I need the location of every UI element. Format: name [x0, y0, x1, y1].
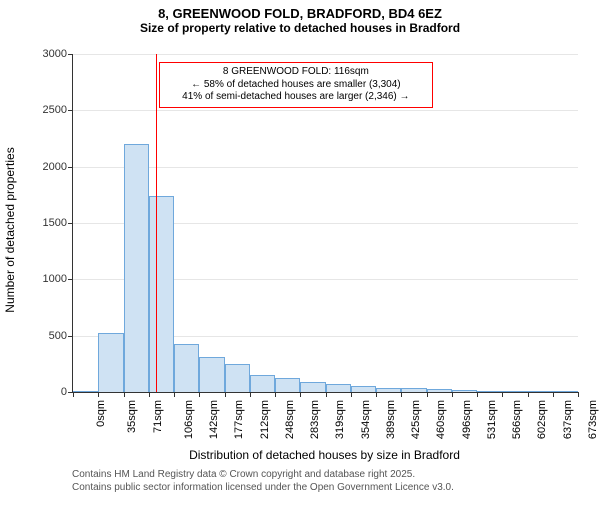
gridline — [73, 54, 578, 55]
x-tick — [225, 392, 226, 397]
annotation-box: 8 GREENWOOD FOLD: 116sqm← 58% of detache… — [159, 62, 433, 108]
chart-subtitle: Size of property relative to detached ho… — [0, 21, 600, 35]
x-tick — [553, 392, 554, 397]
x-tick — [578, 392, 579, 397]
x-tick-label: 637sqm — [562, 400, 574, 439]
annotation-line: 8 GREENWOOD FOLD: 116sqm — [166, 66, 426, 79]
x-tick-label: 602sqm — [536, 400, 548, 439]
histogram-bar — [326, 384, 351, 392]
histogram-bar — [124, 144, 149, 392]
x-tick — [351, 392, 352, 397]
x-tick-label: 354sqm — [360, 400, 372, 439]
x-tick — [174, 392, 175, 397]
y-tick-label: 1500 — [43, 217, 73, 229]
histogram-bar — [528, 391, 553, 392]
attribution-line1: Contains HM Land Registry data © Crown c… — [72, 468, 454, 481]
x-tick — [502, 392, 503, 397]
x-tick — [452, 392, 453, 397]
x-tick — [149, 392, 150, 397]
x-tick-label: 425sqm — [410, 400, 422, 439]
x-tick-label: 389sqm — [385, 400, 397, 439]
annotation-line: ← 58% of detached houses are smaller (3,… — [166, 79, 426, 92]
x-tick-label: 0sqm — [95, 400, 107, 427]
x-tick-label: 673sqm — [587, 400, 599, 439]
attribution-text: Contains HM Land Registry data © Crown c… — [72, 468, 454, 494]
y-tick-label: 2000 — [43, 161, 73, 173]
histogram-bar — [225, 364, 250, 392]
histogram-bar — [250, 375, 275, 392]
gridline — [73, 167, 578, 168]
gridline — [73, 110, 578, 111]
y-tick-label: 2500 — [43, 104, 73, 116]
annotation-line: 41% of semi-detached houses are larger (… — [166, 91, 426, 104]
y-tick-label: 1000 — [43, 273, 73, 285]
x-tick — [275, 392, 276, 397]
x-tick — [199, 392, 200, 397]
histogram-bar — [300, 382, 325, 392]
histogram-bar — [427, 389, 452, 392]
x-tick-label: 35sqm — [126, 400, 138, 433]
histogram-bar — [477, 391, 502, 392]
x-tick-label: 283sqm — [309, 400, 321, 439]
histogram-bar — [502, 391, 527, 392]
histogram-bar — [199, 357, 224, 392]
x-tick-label: 248sqm — [284, 400, 296, 439]
y-tick-label: 0 — [61, 386, 73, 398]
x-tick — [124, 392, 125, 397]
x-tick-label: 566sqm — [511, 400, 523, 439]
x-tick — [376, 392, 377, 397]
histogram-bar — [351, 386, 376, 392]
histogram-bar — [98, 333, 123, 392]
x-tick-label: 106sqm — [183, 400, 195, 439]
x-tick — [250, 392, 251, 397]
x-tick-label: 212sqm — [259, 400, 271, 439]
x-tick — [98, 392, 99, 397]
histogram-bar — [452, 390, 477, 392]
x-tick — [326, 392, 327, 397]
x-tick-label: 142sqm — [208, 400, 220, 439]
y-axis-label: Number of detached properties — [3, 130, 17, 330]
x-tick-label: 177sqm — [233, 400, 245, 439]
x-tick-label: 531sqm — [486, 400, 498, 439]
x-tick — [401, 392, 402, 397]
attribution-line2: Contains public sector information licen… — [72, 481, 454, 494]
x-tick — [427, 392, 428, 397]
property-marker-line — [156, 54, 157, 392]
x-tick-label: 319sqm — [334, 400, 346, 439]
x-tick-label: 460sqm — [435, 400, 447, 439]
x-tick — [528, 392, 529, 397]
histogram-bar — [149, 196, 174, 392]
histogram-bar — [401, 388, 426, 392]
x-tick-label: 496sqm — [461, 400, 473, 439]
y-tick-label: 3000 — [43, 48, 73, 60]
x-tick — [300, 392, 301, 397]
chart-title: 8, GREENWOOD FOLD, BRADFORD, BD4 6EZ — [0, 6, 600, 21]
x-tick — [73, 392, 74, 397]
x-axis-label: Distribution of detached houses by size … — [72, 448, 577, 462]
x-tick-label: 71sqm — [152, 400, 164, 433]
histogram-bar — [275, 378, 300, 392]
y-tick-label: 500 — [49, 330, 73, 342]
x-tick — [477, 392, 478, 397]
histogram-bar — [174, 344, 199, 392]
histogram-bar — [73, 391, 98, 392]
histogram-bar — [376, 388, 401, 393]
chart-plot-area: 0500100015002000250030008 GREENWOOD FOLD… — [72, 54, 578, 393]
histogram-bar — [553, 391, 578, 392]
